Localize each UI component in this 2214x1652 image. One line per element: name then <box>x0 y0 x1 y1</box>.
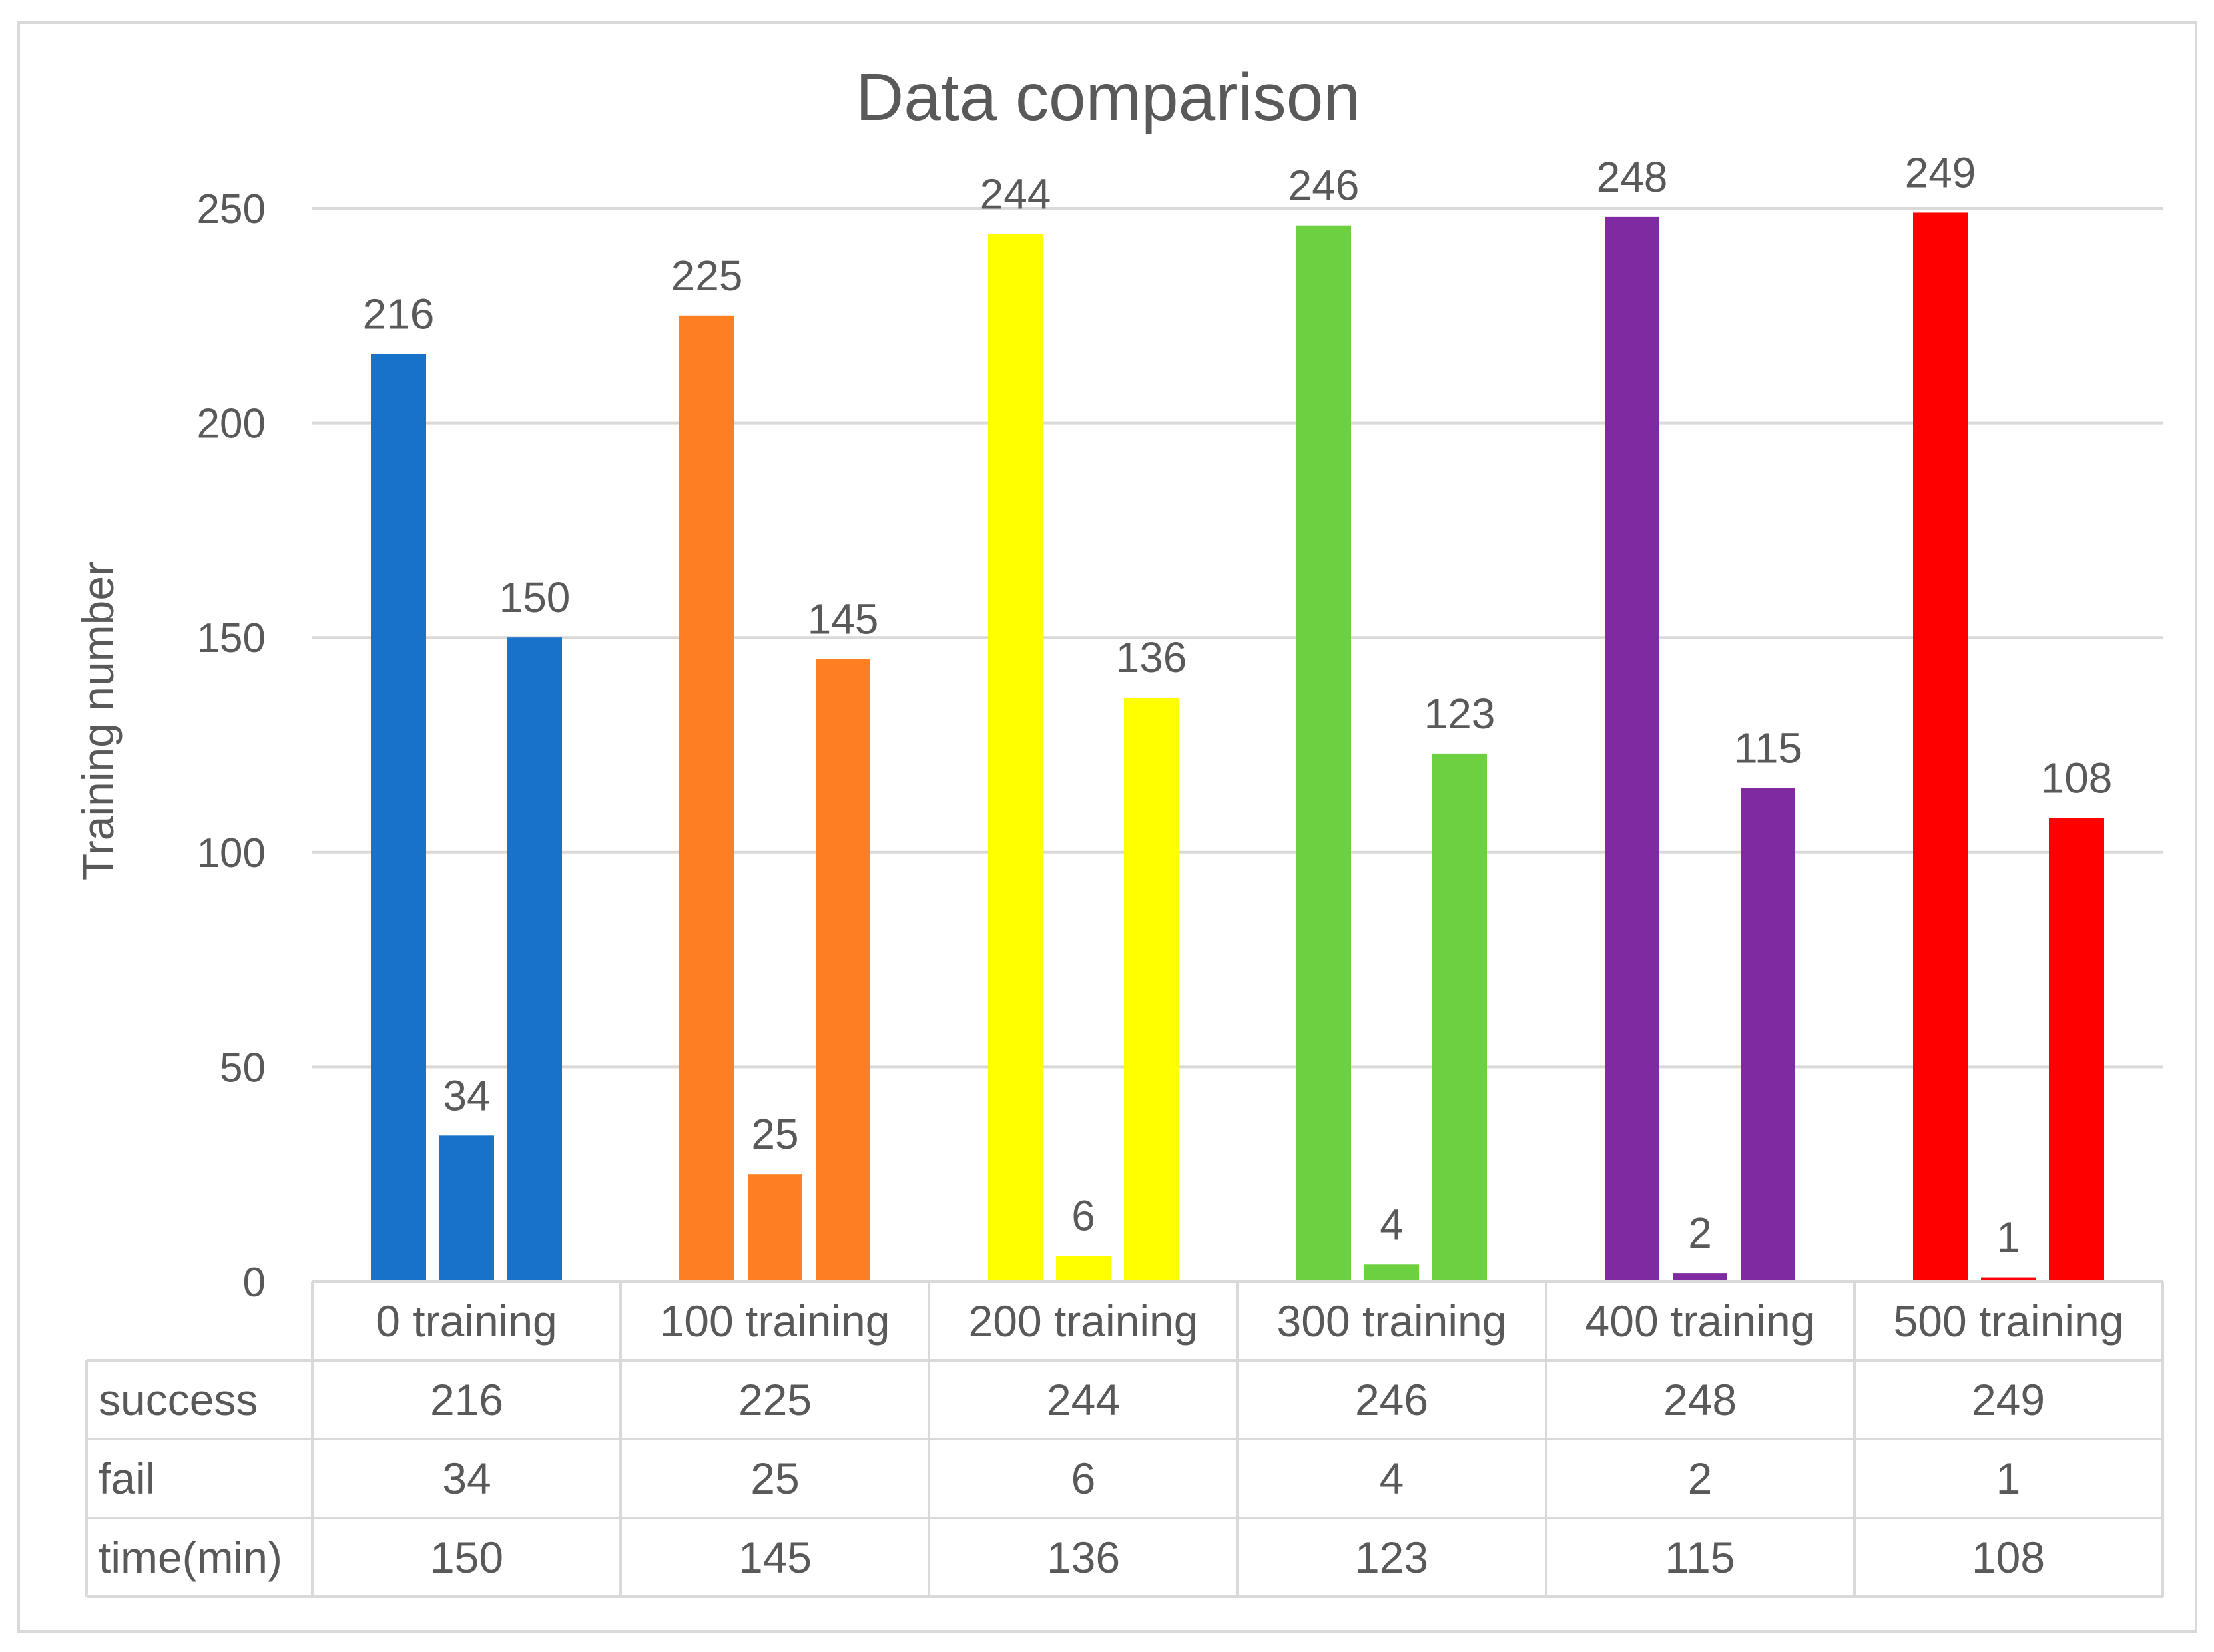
data-label: 145 <box>808 595 879 643</box>
legend-entry: fail <box>99 1454 155 1503</box>
bar <box>1432 753 1487 1282</box>
table-cell: 108 <box>1972 1533 2045 1582</box>
table-cell: 34 <box>442 1454 491 1503</box>
bar <box>2049 818 2104 1282</box>
legend-entry: success <box>99 1375 258 1424</box>
bar <box>1913 212 1968 1282</box>
x-category-label: 400 training <box>1585 1296 1816 1346</box>
data-label: 248 <box>1597 153 1668 201</box>
legend-entry: time(min) <box>99 1533 282 1582</box>
table-cell: 2 <box>1688 1454 1713 1503</box>
table-cell: 249 <box>1972 1375 2045 1424</box>
table-cell: 25 <box>750 1454 799 1503</box>
x-category-label: 200 training <box>968 1296 1199 1346</box>
table-cell: 123 <box>1355 1533 1428 1582</box>
table-cell: 145 <box>738 1533 812 1582</box>
bar <box>507 637 562 1282</box>
table-cell: 246 <box>1355 1375 1428 1424</box>
bar <box>439 1135 494 1282</box>
data-label: 244 <box>980 170 1051 218</box>
bar <box>1364 1264 1419 1282</box>
table-cell: 115 <box>1665 1533 1735 1582</box>
y-axis: 0 50 100 150 200 250 <box>197 186 266 1306</box>
bar <box>1124 698 1179 1282</box>
data-label: 150 <box>499 573 571 621</box>
table-cell: 244 <box>1047 1375 1120 1424</box>
table-cell: 150 <box>430 1533 503 1582</box>
y-tick-label: 50 <box>220 1045 266 1091</box>
data-label: 108 <box>2041 754 2113 802</box>
bar <box>1296 225 1351 1282</box>
bar <box>1981 1277 2036 1282</box>
bar <box>679 315 734 1282</box>
bar <box>988 234 1043 1282</box>
bars <box>371 212 2104 1282</box>
y-tick-label: 150 <box>197 615 266 661</box>
data-label: 25 <box>751 1110 798 1158</box>
data-label: 216 <box>363 290 435 338</box>
data-label: 34 <box>443 1071 490 1119</box>
x-category-label: 300 training <box>1277 1296 1507 1346</box>
data-label: 1 <box>1996 1213 2020 1262</box>
table-cell: 4 <box>1380 1454 1404 1503</box>
y-tick-label: 250 <box>197 186 266 232</box>
x-category-label: 0 training <box>376 1296 557 1346</box>
data-table: 0 training 100 training 200 training 300 tr… <box>85 1280 2164 1598</box>
bar <box>1605 216 1659 1282</box>
bar <box>1056 1256 1111 1282</box>
bar <box>1741 788 1795 1282</box>
data-label: 6 <box>1071 1191 1095 1240</box>
table-cell: 225 <box>738 1375 812 1424</box>
y-axis-label: Training number <box>73 561 123 880</box>
y-tick-label: 200 <box>197 401 266 447</box>
bar <box>1673 1273 1727 1282</box>
bar <box>816 659 870 1282</box>
data-label: 2 <box>1688 1209 1712 1257</box>
data-label: 246 <box>1288 162 1360 210</box>
data-label: 123 <box>1424 690 1496 738</box>
table-cell: 216 <box>430 1375 503 1424</box>
gridlines <box>312 207 2163 1069</box>
data-label: 249 <box>1905 148 1976 196</box>
data-label: 4 <box>1380 1200 1404 1248</box>
table-cell: 6 <box>1071 1454 1096 1503</box>
bar <box>371 354 426 1282</box>
bar <box>748 1174 802 1282</box>
data-label: 115 <box>1734 724 1802 772</box>
data-labels: 216 34 150 225 25 145 244 6 136 246 4 123 248 2 115 249… <box>363 148 2113 1261</box>
y-tick-label: 0 <box>243 1260 266 1306</box>
table-cell: 248 <box>1663 1375 1737 1424</box>
x-category-label: 100 training <box>660 1296 890 1346</box>
x-category-label: 500 training <box>1894 1296 2124 1346</box>
table-cell: 1 <box>1996 1454 2021 1503</box>
data-label: 225 <box>671 252 743 300</box>
table-cell: 136 <box>1047 1533 1120 1582</box>
data-label: 136 <box>1116 633 1187 681</box>
chart-title: Data comparison <box>856 60 1360 135</box>
y-tick-label: 100 <box>197 830 266 876</box>
